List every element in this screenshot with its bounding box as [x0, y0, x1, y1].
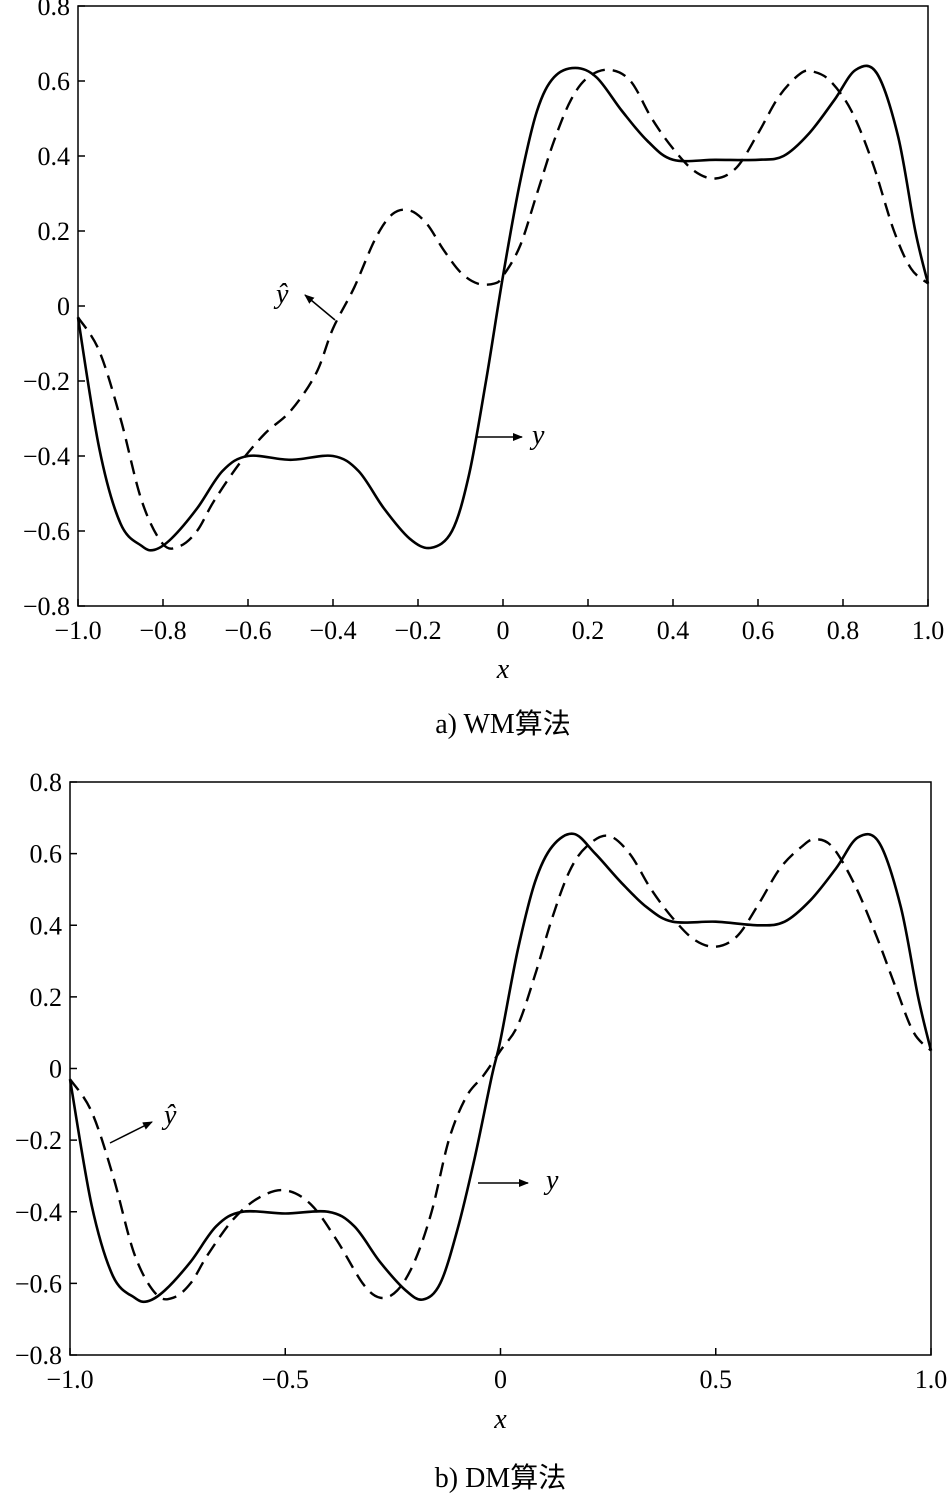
x-tick-label: −0.5: [262, 1365, 309, 1394]
y-tick-label: 0: [49, 1055, 62, 1084]
y-tick-label: 0.6: [38, 67, 71, 96]
y-tick-label: −0.2: [15, 1126, 62, 1155]
series-group: [68, 832, 933, 1304]
y-axis: 0.8 0.6 0.4 0.2 0 −0.2 −0.4 −0.6 −0.8: [15, 768, 77, 1370]
series-line-y: [76, 64, 930, 552]
chart-a-wm: 0.80.60.40.20−0.2−0.4−0.6−0.8 −1.0 −0.8 −0…: [23, 0, 944, 740]
x-tick-label: 0.4: [657, 616, 690, 645]
y-tick-label: 0.4: [30, 911, 63, 940]
x-axis-title: x: [496, 654, 510, 685]
y-tick-label: −0.8: [23, 592, 70, 621]
series-group: [76, 64, 930, 552]
x-tick-label: 0.8: [827, 616, 860, 645]
y-tick-label: −0.8: [15, 1341, 62, 1370]
x-axis: −1.0 −0.5 0 0.5 1.0: [46, 1348, 947, 1394]
chart-b-dm: 0.80.60.40.20−0.2−0.4−0.6−0.8 −1.0 −0.5 0 0…: [15, 768, 947, 1494]
y-tick-label: 0: [57, 292, 70, 321]
chart-caption: b) DM算法: [435, 1462, 566, 1494]
x-tick-label: 0: [494, 1365, 507, 1394]
series-line-y: [68, 832, 933, 1304]
y-tick-label: 0.8: [38, 0, 71, 21]
y-tick-label: 0.2: [30, 983, 63, 1012]
y-tick-label: −0.6: [23, 517, 70, 546]
y-tick-label: 0.8: [30, 768, 63, 797]
y-tick-label: −0.6: [15, 1269, 62, 1298]
x-tick-label: −0.8: [139, 616, 186, 645]
y-tick-label: −0.2: [23, 367, 70, 396]
x-tick-label: 0: [497, 616, 510, 645]
y-tick-label: 0.4: [38, 142, 71, 171]
x-tick-label: 1.0: [912, 616, 945, 645]
x-tick-label: 0.6: [742, 616, 775, 645]
x-tick-label: −0.2: [394, 616, 441, 645]
x-tick-label: −0.6: [224, 616, 271, 645]
x-tick-label: 1.0: [915, 1365, 948, 1394]
plot-frame: [77, 5, 929, 607]
x-axis: −1.0 −0.8 −0.6 −0.4 −0.2 0 0.2 0.4 0.6 0.8 1.0: [54, 599, 944, 645]
x-tick-label: −1.0: [54, 616, 101, 645]
x-tick-label: 0.5: [700, 1365, 733, 1394]
x-tick-label: −1.0: [46, 1365, 93, 1394]
y-tick-label: 0.6: [30, 840, 63, 869]
chart-caption: a) WM算法: [435, 708, 571, 740]
series-line-yhat: [76, 68, 929, 550]
y-axis: 0.8 0.6 0.4 0.2 0 −0.2 −0.4 −0.6 −0.8: [23, 0, 85, 621]
annotation-arrow-yhat: [304, 294, 336, 321]
x-tick-label: 0.2: [572, 616, 605, 645]
annotation-label-y: y: [529, 420, 545, 451]
y-tick-label: 0.2: [38, 217, 71, 246]
y-tick-label: −0.4: [15, 1198, 62, 1227]
annotation-label-yhat: ŷ: [273, 279, 289, 310]
series-line-yhat: [69, 834, 932, 1301]
x-axis-title: x: [493, 1404, 507, 1435]
y-tick-label: −0.4: [23, 442, 70, 471]
annotation-label-y: y: [543, 1165, 559, 1196]
annotation-arrow-yhat: [109, 1121, 153, 1144]
annotation-label-yhat: ŷ: [161, 1100, 177, 1131]
x-tick-label: −0.4: [309, 616, 356, 645]
